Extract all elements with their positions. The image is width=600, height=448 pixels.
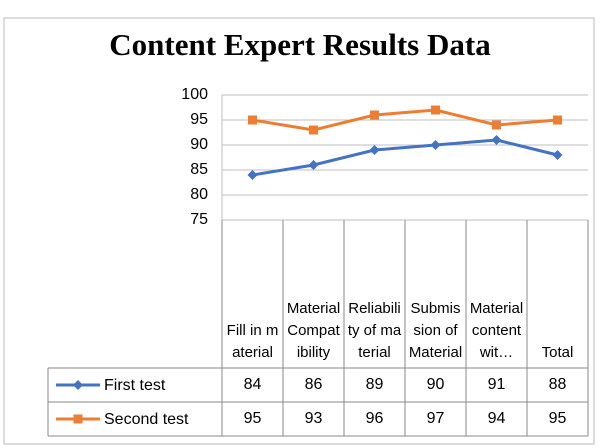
table-value: 97 bbox=[426, 410, 445, 427]
point bbox=[247, 170, 258, 180]
y-tick-label: 90 bbox=[190, 136, 208, 153]
y-tick-label: 80 bbox=[190, 186, 208, 203]
series-line bbox=[252, 108, 558, 132]
point bbox=[370, 110, 379, 120]
table-value: 86 bbox=[304, 376, 323, 393]
category-label: Material Compatibility bbox=[286, 300, 341, 361]
table-value: 84 bbox=[243, 376, 262, 393]
category-label: Fill in material bbox=[226, 322, 279, 361]
point bbox=[430, 140, 441, 150]
category-label: Total bbox=[541, 344, 574, 361]
y-tick-label: 100 bbox=[181, 86, 208, 103]
category-label: Material content wit… bbox=[469, 300, 524, 361]
category-label: Submission of Material bbox=[408, 300, 463, 361]
y-tick-label: 75 bbox=[190, 211, 208, 228]
chart-title: Content Expert Results Data bbox=[109, 27, 491, 62]
point bbox=[431, 105, 440, 115]
point bbox=[553, 115, 562, 125]
table-value: 89 bbox=[365, 376, 384, 393]
series-line bbox=[252, 138, 558, 177]
table-value: 94 bbox=[487, 410, 506, 427]
table-value: 90 bbox=[426, 376, 445, 393]
point bbox=[552, 150, 563, 160]
point bbox=[248, 115, 257, 125]
table-value: 96 bbox=[365, 410, 384, 427]
point bbox=[308, 160, 319, 170]
point bbox=[73, 380, 83, 390]
table-value: 91 bbox=[487, 376, 506, 393]
table-value: 93 bbox=[304, 410, 323, 427]
point bbox=[73, 414, 83, 424]
table-value: 95 bbox=[243, 410, 262, 427]
y-tick-label: 95 bbox=[190, 111, 208, 128]
table-value: 95 bbox=[548, 410, 567, 427]
legend-label: First test bbox=[104, 377, 166, 394]
point bbox=[309, 125, 318, 135]
legend-label: Second test bbox=[104, 411, 189, 428]
table-value: 88 bbox=[548, 376, 567, 393]
category-label: Reliability of material bbox=[347, 300, 402, 361]
point bbox=[492, 120, 501, 130]
chart-border bbox=[3, 17, 595, 445]
y-tick-label: 85 bbox=[190, 161, 208, 178]
point bbox=[491, 135, 502, 145]
point bbox=[369, 145, 380, 155]
